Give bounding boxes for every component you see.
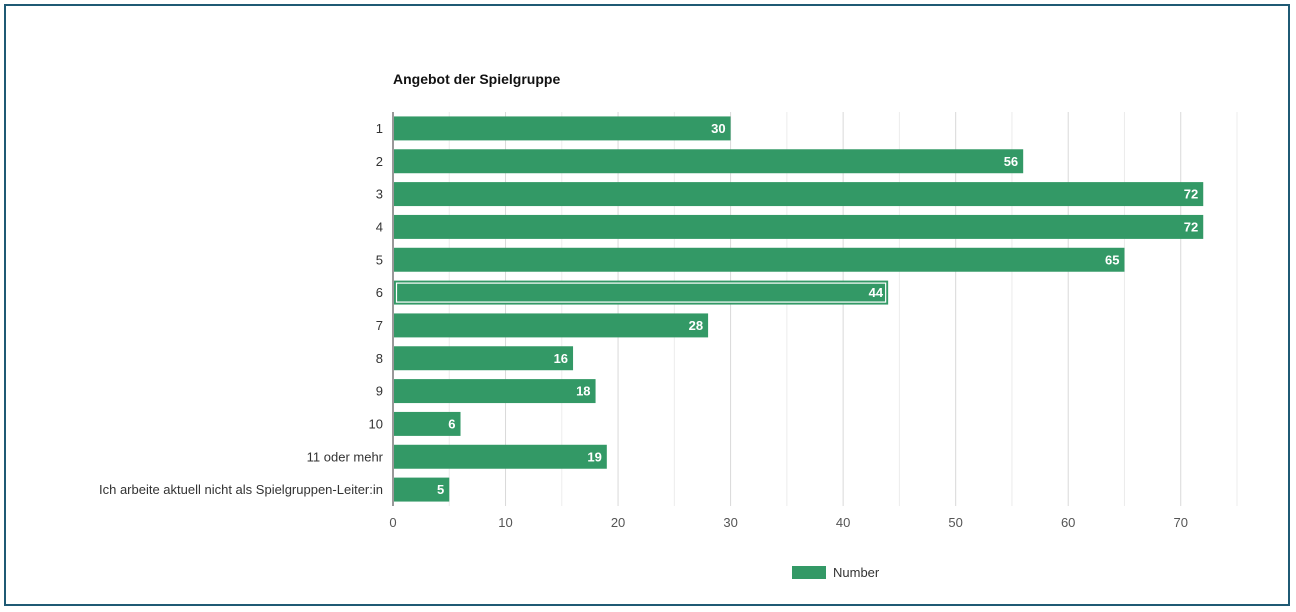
x-axis-tick-labels: 0 10 20 30 40 50 60 70 [389, 515, 1188, 530]
category-label: 6 [376, 285, 383, 300]
bar-value-label: 72 [1184, 187, 1198, 202]
bar[interactable] [394, 149, 1024, 174]
x-tick-label: 50 [948, 515, 962, 530]
grid-lines [448, 112, 1238, 506]
legend[interactable]: Number [792, 565, 880, 580]
bar[interactable] [394, 247, 1125, 272]
bar-value-label: 30 [711, 121, 725, 136]
category-labels: 1 2 3 4 5 6 7 8 9 10 11 oder mehr Ich arbeite aktue… [99, 121, 384, 497]
x-tick-label: 60 [1061, 515, 1075, 530]
bar[interactable] [394, 477, 450, 502]
x-tick-label: 40 [836, 515, 850, 530]
category-label: 2 [376, 154, 383, 169]
bar-value-label: 28 [689, 318, 703, 333]
bar[interactable] [394, 280, 889, 305]
bar[interactable] [394, 116, 731, 141]
legend-label: Number [833, 565, 880, 580]
category-label: 8 [376, 351, 383, 366]
bar-value-label: 65 [1105, 252, 1119, 267]
category-label: 11 oder mehr [307, 449, 384, 464]
bar[interactable] [394, 379, 596, 404]
category-label: Ich arbeite aktuell nicht als Spielgrupp… [99, 482, 383, 497]
bar-value-label: 16 [554, 351, 568, 366]
bar[interactable] [394, 214, 1204, 239]
category-label: 3 [376, 187, 383, 202]
bar-value-label: 19 [587, 449, 601, 464]
bar-value-label: 18 [576, 384, 590, 399]
category-label: 9 [376, 384, 383, 399]
bar[interactable] [394, 411, 461, 436]
bar-highlight-outline [395, 282, 887, 303]
chart-frame [4, 4, 1290, 606]
category-label: 4 [376, 219, 383, 234]
bar[interactable] [394, 313, 709, 338]
bar[interactable] [394, 346, 574, 371]
bar-value-label: 5 [437, 482, 444, 497]
category-label: 1 [376, 121, 383, 136]
x-tick-label: 10 [498, 515, 512, 530]
legend-swatch [792, 566, 826, 579]
x-tick-label: 0 [389, 515, 396, 530]
bar[interactable] [394, 444, 607, 469]
category-label: 10 [369, 416, 383, 431]
category-label: 7 [376, 318, 383, 333]
bar[interactable] [394, 182, 1204, 207]
x-tick-label: 70 [1173, 515, 1187, 530]
category-label: 5 [376, 252, 383, 267]
bar-value-label: 72 [1184, 219, 1198, 234]
x-tick-label: 30 [723, 515, 737, 530]
x-tick-label: 20 [611, 515, 625, 530]
bar-value-label: 44 [869, 285, 884, 300]
bar-value-label: 56 [1004, 154, 1018, 169]
chart-title: Angebot der Spielgruppe [393, 71, 560, 87]
bar-value-label: 6 [448, 416, 455, 431]
bars: 30 56 72 72 65 44 28 16 18 6 19 5 [394, 116, 1204, 502]
